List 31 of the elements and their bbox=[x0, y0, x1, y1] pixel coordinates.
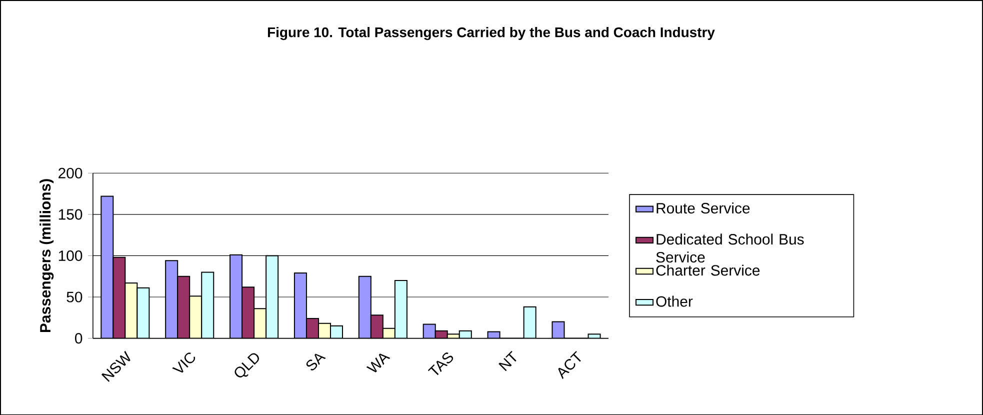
y-axis-title: Passengers (millions) bbox=[40, 178, 54, 332]
y-tick-label: 50 bbox=[66, 292, 82, 302]
x-tick-label: SA bbox=[306, 353, 326, 370]
bar bbox=[100, 196, 114, 338]
bar bbox=[294, 272, 307, 338]
y-tick-label: 100 bbox=[58, 250, 82, 261]
bar bbox=[165, 260, 178, 338]
bar bbox=[124, 282, 138, 338]
bar bbox=[266, 255, 279, 338]
x-tick-label: WA bbox=[366, 353, 390, 372]
bar bbox=[177, 276, 190, 338]
x-tick-label: NT bbox=[498, 350, 516, 371]
x-tick-label: VIC bbox=[172, 352, 196, 372]
x-tick-label: TAS bbox=[428, 352, 454, 375]
legend-label: Charter Service bbox=[656, 264, 760, 276]
legend-label: Dedicated School Bus Service bbox=[656, 233, 804, 262]
x-tick-label: QLD bbox=[234, 352, 259, 378]
bar bbox=[394, 280, 408, 338]
bar bbox=[230, 254, 243, 338]
y-tick-label: 0 bbox=[75, 332, 82, 344]
bar bbox=[358, 276, 372, 338]
chart-title: Figure 10. Total Passengers Carried by the Bus and Coach Industry bbox=[268, 26, 715, 40]
legend-label: Other bbox=[656, 296, 693, 307]
bar bbox=[189, 295, 202, 338]
bar bbox=[136, 287, 150, 338]
y-tick-label: 200 bbox=[58, 168, 82, 178]
bar bbox=[112, 256, 126, 338]
legend-label: Route Service bbox=[656, 202, 750, 214]
bar bbox=[201, 272, 214, 338]
bar bbox=[242, 286, 255, 338]
y-tick-label: 150 bbox=[58, 208, 82, 220]
